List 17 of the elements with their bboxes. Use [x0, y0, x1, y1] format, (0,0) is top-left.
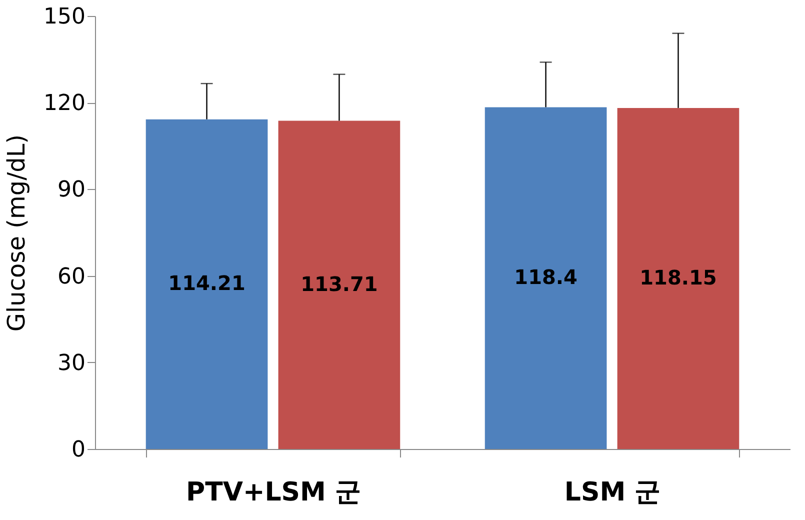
x-tick-label: PTV+LSM 군	[186, 478, 361, 508]
x-tick-label: LSM 군	[564, 478, 661, 508]
y-axis-title: Glucose (mg/dL)	[2, 134, 31, 332]
bar	[278, 120, 400, 449]
data-label: 114.21	[168, 271, 246, 296]
y-tick-label: 60	[58, 264, 86, 290]
y-tick-label: 0	[72, 438, 86, 462]
bar	[617, 108, 740, 449]
y-tick-label: 120	[44, 91, 86, 116]
bar	[484, 107, 607, 449]
bar	[146, 119, 268, 449]
data-label: 113.71	[300, 272, 378, 296]
data-label: 118.15	[640, 265, 717, 290]
y-tick-label: 150	[44, 4, 86, 30]
y-tick-label: 30	[58, 350, 86, 376]
y-tick-label: 90	[58, 178, 86, 203]
data-label: 118.4	[514, 265, 578, 290]
